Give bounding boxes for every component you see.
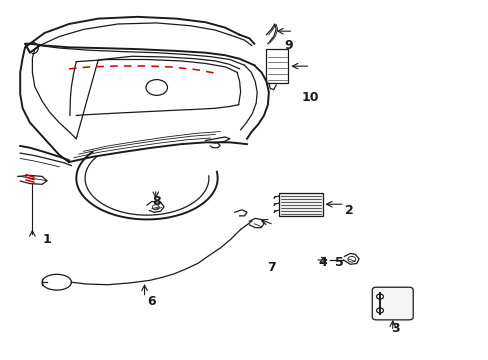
- Text: 1: 1: [42, 233, 51, 246]
- Text: 3: 3: [390, 322, 399, 335]
- Text: 10: 10: [301, 91, 319, 104]
- Text: 8: 8: [152, 195, 161, 208]
- Circle shape: [376, 294, 383, 299]
- FancyBboxPatch shape: [278, 193, 322, 216]
- Text: 6: 6: [147, 296, 156, 309]
- Circle shape: [376, 308, 383, 313]
- FancyBboxPatch shape: [371, 287, 412, 320]
- Text: 7: 7: [266, 261, 275, 274]
- Text: 5: 5: [334, 256, 343, 269]
- Text: 2: 2: [344, 204, 353, 217]
- Text: 4: 4: [318, 256, 326, 269]
- Text: 9: 9: [284, 39, 292, 52]
